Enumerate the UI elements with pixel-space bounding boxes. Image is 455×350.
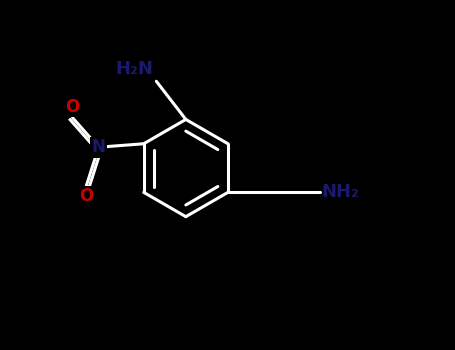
Text: O: O: [79, 187, 94, 205]
Text: N: N: [91, 138, 106, 156]
Text: H₂N: H₂N: [115, 61, 153, 78]
Text: O: O: [66, 98, 80, 116]
Text: NH₂: NH₂: [322, 183, 359, 201]
